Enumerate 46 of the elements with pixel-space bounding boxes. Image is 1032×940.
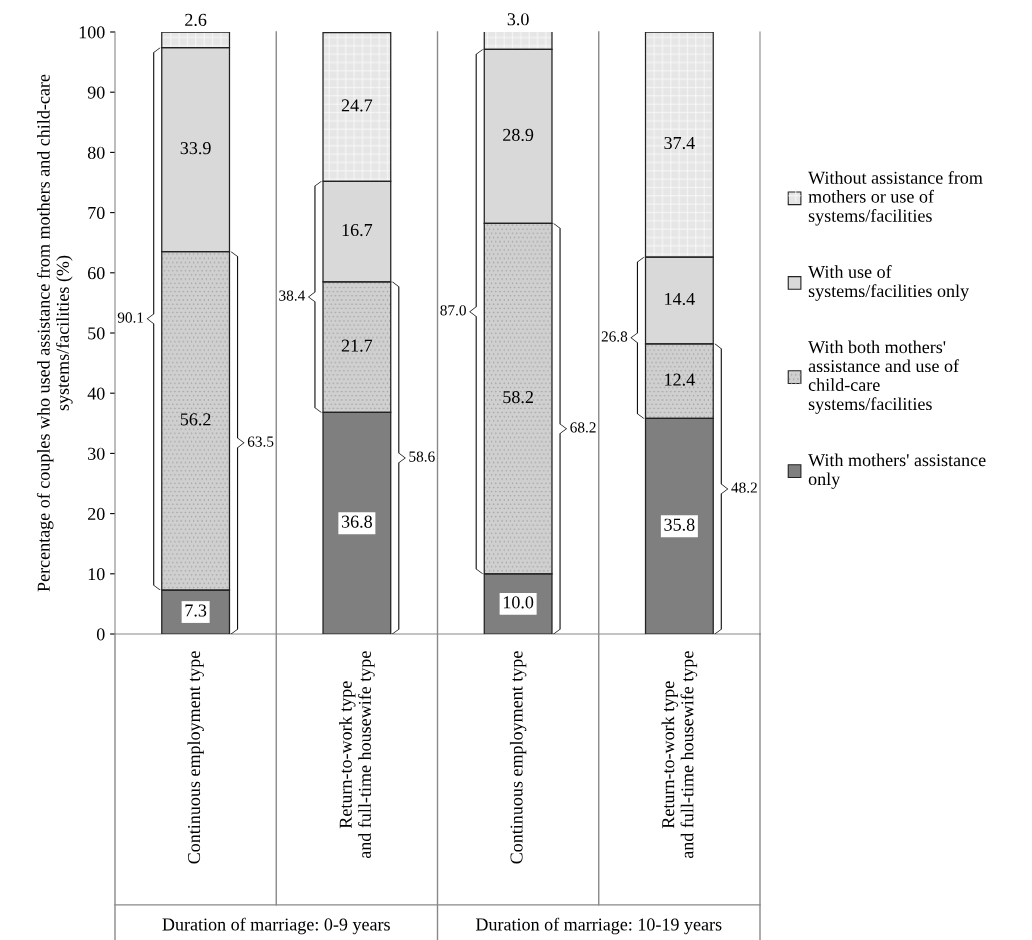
y-tick-label: 100 bbox=[79, 26, 105, 39]
data-label: 10.0 bbox=[503, 596, 534, 609]
y-tick-label: 0 bbox=[96, 628, 105, 641]
data-label: 35.8 bbox=[664, 518, 695, 531]
data-label: 14.4 bbox=[665, 292, 695, 306]
annotation: 58.6 bbox=[409, 451, 435, 462]
data-label: 28.9 bbox=[503, 128, 534, 142]
annotation: 63.5 bbox=[247, 436, 274, 447]
data-label: 16.7 bbox=[342, 223, 373, 237]
y-tick-label: 10 bbox=[88, 568, 105, 581]
y-tick-label: 60 bbox=[88, 267, 105, 280]
y-axis-title: Percentage of couples who used assistance from mothers and child-care systems/facilities (%) bbox=[36, 74, 73, 592]
legend-label: Without assistance from mothers or use of systems/facilities bbox=[808, 170, 983, 226]
legend-label: With both mothers' assistance and use of child-care systems/facilities bbox=[808, 340, 960, 414]
y-tick-label: 50 bbox=[88, 327, 105, 340]
x-tick-label: Continuous employment type bbox=[509, 651, 527, 864]
data-label: 21.7 bbox=[341, 339, 373, 352]
text: Duration of marriage: 0-9 years bbox=[162, 917, 390, 935]
data-label: 33.9 bbox=[180, 142, 211, 155]
legend-label: With use of systems/facilities only bbox=[808, 265, 970, 301]
x-tick-label: Return-to-work type and full-time housewife type bbox=[661, 651, 698, 859]
y-tick-label: 40 bbox=[87, 387, 105, 400]
data-label: 3.0 bbox=[507, 13, 529, 26]
x-tick-label: Return-to-work type and full-time housewife type bbox=[339, 651, 375, 859]
annotation: 68.2 bbox=[570, 422, 596, 433]
annotation: 38.4 bbox=[279, 290, 306, 301]
y-tick-label: 70 bbox=[88, 206, 105, 220]
data-label: 36.8 bbox=[341, 515, 372, 528]
data-label: 7.3 bbox=[185, 604, 207, 617]
data-label: 37.4 bbox=[664, 136, 695, 150]
x-tick-label: Continuous employment type bbox=[187, 651, 204, 864]
data-label: 2.6 bbox=[185, 13, 207, 26]
data-label: 58.2 bbox=[503, 390, 533, 404]
legend-label: With mothers' assistance only bbox=[808, 453, 986, 489]
y-tick-label: 90 bbox=[87, 86, 105, 99]
y-tick-label: 80 bbox=[87, 146, 105, 159]
text: Duration of marriage: 10-19 years bbox=[475, 917, 722, 935]
annotation: 26.8 bbox=[601, 331, 628, 342]
y-tick-label: 30 bbox=[88, 447, 105, 460]
data-label: 12.4 bbox=[665, 373, 695, 386]
data-label: 24.7 bbox=[341, 99, 373, 112]
y-tick-label: 20 bbox=[88, 507, 105, 521]
data-label: 56.2 bbox=[180, 413, 211, 426]
annotation: 90.1 bbox=[117, 312, 144, 323]
annotation: 87.0 bbox=[440, 305, 466, 316]
annotation: 48.2 bbox=[731, 482, 757, 493]
